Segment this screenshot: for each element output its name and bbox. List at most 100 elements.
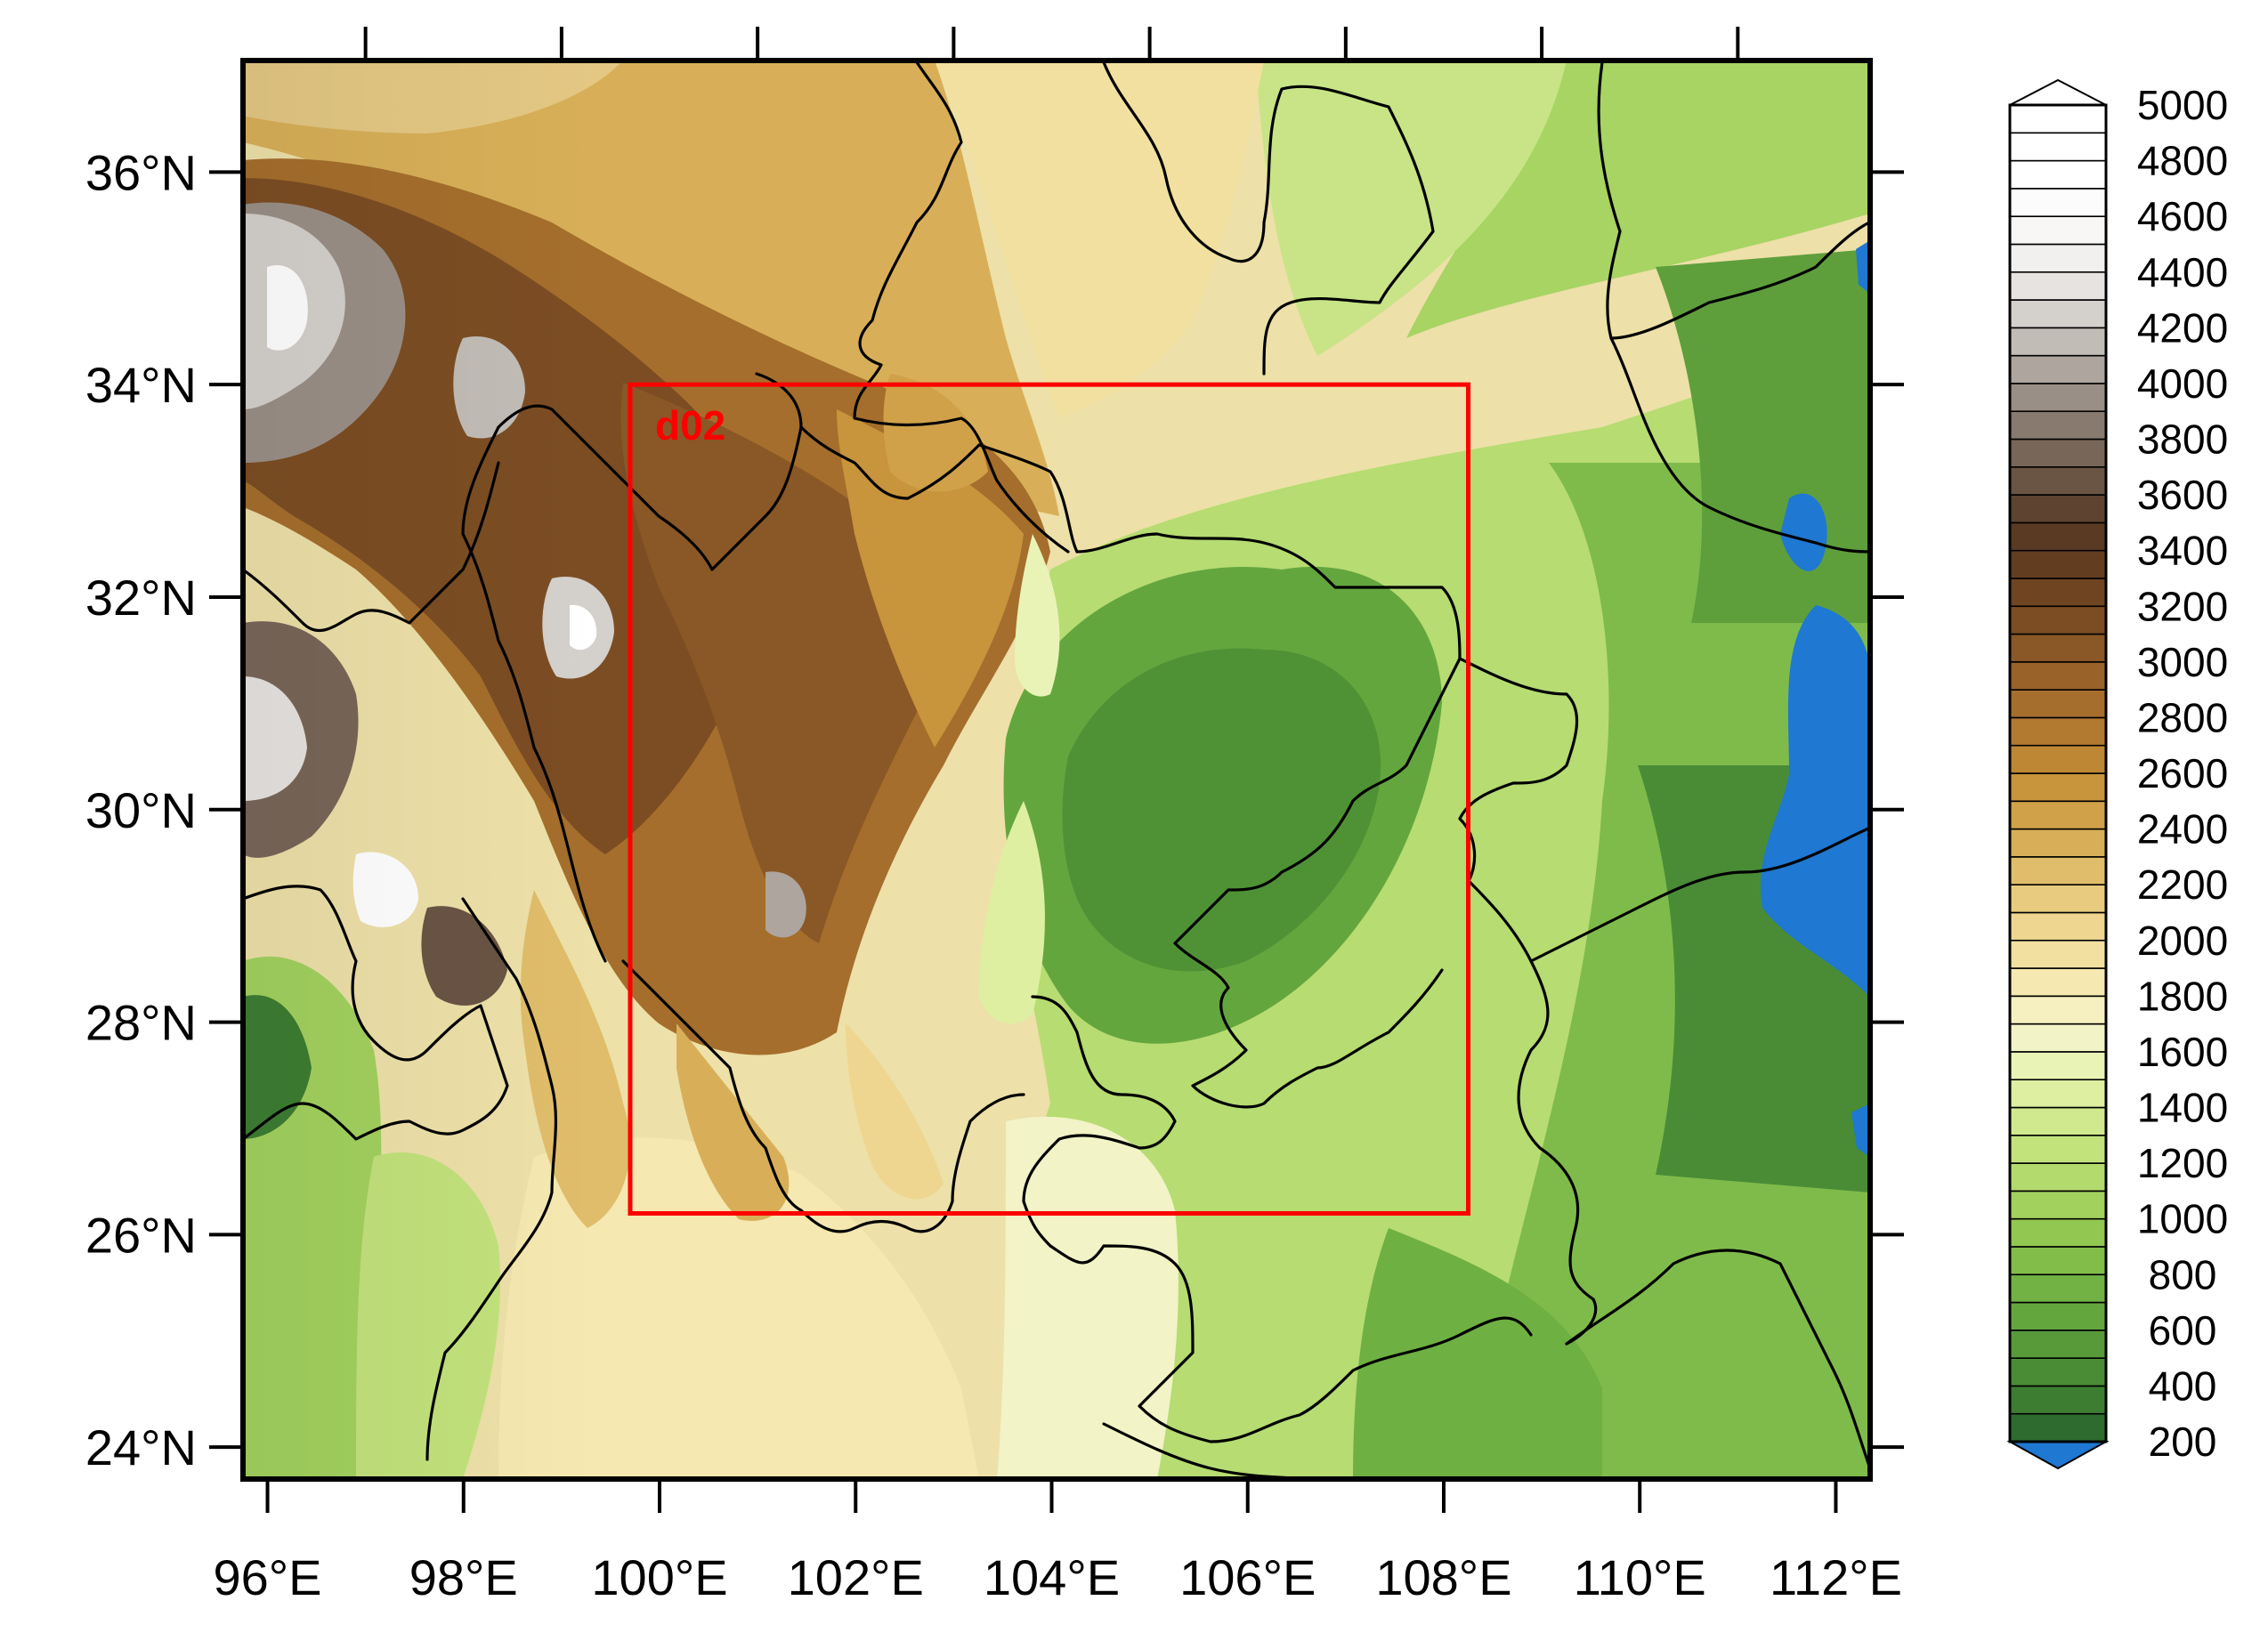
inner-domain-d02: d02 (628, 382, 1471, 1216)
latitude-tick-labels: 24°N 26°N 28°N 30°N 32°N 34°N 36°N (85, 144, 197, 1475)
colorbar-segment (2009, 772, 2107, 803)
lon-tick-label: 110°E (1574, 1549, 1706, 1605)
longitude-tick-labels: 96°E 98°E 100°E 102°E 104°E 106°E 108°E 110°E 11… (214, 1549, 1902, 1605)
boundary-qinghai-gansu (853, 61, 1070, 554)
colorbar-segment (2009, 521, 2107, 552)
boundary-west-myanmar (243, 885, 509, 1141)
boundary-xizang-yunnan (461, 425, 607, 963)
lon-tick-label: 108°E (1375, 1549, 1511, 1605)
lat-tick-label: 36°N (85, 144, 197, 200)
colorbar-segment (2009, 995, 2107, 1025)
colorbar-label: 600 (2149, 1307, 2217, 1354)
boundary-hubei-hunan (1517, 959, 1598, 1346)
colorbar-segment (2009, 354, 2107, 384)
boundary-east-henan (1597, 61, 1870, 340)
colorbar-label: 4200 (2137, 304, 2228, 351)
colorbar-label: 2400 (2137, 806, 2228, 853)
colorbar-label: 4000 (2137, 360, 2228, 407)
colorbar-segment (2009, 159, 2107, 190)
colorbar-segment (2009, 1134, 2107, 1164)
boundary-hunan-jiangxi (1529, 826, 1870, 963)
lat-tick-label: 34°N (85, 357, 197, 413)
colorbar-label: 4600 (2137, 193, 2228, 239)
axis-ticks (209, 27, 1904, 1513)
colorbar-segment (2009, 104, 2107, 134)
colorbar-above-triangle (2009, 78, 2107, 106)
colorbar-label: 1200 (2137, 1140, 2228, 1186)
colorbar-segment (2009, 1162, 2107, 1192)
colorbar-segment (2009, 1079, 2107, 1109)
lon-tick-label: 100°E (591, 1549, 727, 1605)
colorbar-segment (2009, 1217, 2107, 1248)
colorbar-segment (2009, 716, 2107, 747)
colorbar-segment (2009, 215, 2107, 246)
colorbar-label: 5000 (2137, 82, 2228, 128)
colorbar-segment (2009, 661, 2107, 691)
colorbar-label: 2800 (2137, 694, 2228, 740)
lon-tick-label: 98°E (409, 1549, 518, 1605)
boundary-sichuan-chongqing (1173, 657, 1462, 1109)
colorbar-label: 3000 (2137, 639, 2228, 685)
terrain-field (243, 61, 1870, 1479)
lon-tick-label: 96°E (214, 1549, 322, 1605)
colorbar-segment (2009, 1357, 2107, 1387)
colorbar-segment (2009, 605, 2107, 635)
boundary-qinghai-xizang (243, 461, 500, 633)
colorbar-segment (2009, 132, 2107, 162)
boundary-guizhou-south (1049, 1244, 1533, 1443)
colorbar-label: 3200 (2137, 583, 2228, 629)
colorbar-segment (2009, 633, 2107, 663)
colorbar-segment (2009, 494, 2107, 524)
colorbar-segment (2009, 1273, 2107, 1304)
colorbar-label: 2200 (2137, 861, 2228, 908)
colorbar-segment (2009, 800, 2107, 830)
colorbar-segment (2009, 438, 2107, 468)
colorbar-segment (2009, 410, 2107, 441)
colorbar-segment (2009, 465, 2107, 496)
lon-tick-label: 112°E (1770, 1549, 1902, 1605)
lon-tick-label: 102°E (788, 1549, 924, 1605)
colorbar-label: 800 (2149, 1251, 2217, 1297)
boundary-hubei-henan (1609, 336, 1870, 554)
boundary-sichuan-shaanxi (1075, 532, 1462, 660)
colorbar-label: 1600 (2137, 1029, 2228, 1075)
lat-tick-label: 32°N (85, 570, 197, 626)
inner-domain-label: d02 (655, 402, 725, 449)
colorbar-frame (2008, 103, 2108, 1443)
colorbar-segment (2009, 1412, 2107, 1443)
colorbar-below-triangle (2006, 1441, 2110, 1470)
inner-domain-box (628, 382, 1471, 1216)
colorbar-segment (2009, 689, 2107, 719)
colorbar-segment (2009, 1106, 2107, 1136)
boundary-yunnan-sichuan (621, 959, 1025, 1233)
colorbar-label: 200 (2149, 1419, 2217, 1465)
colorbar-label: 3800 (2137, 416, 2228, 463)
colorbar-segment (2009, 243, 2107, 273)
colorbar-label: 400 (2149, 1362, 2217, 1409)
colorbar-segment (2009, 939, 2107, 969)
colorbar-segment (2009, 1023, 2107, 1053)
colorbar-segment (2009, 383, 2107, 413)
colorbar-segment (2009, 884, 2107, 914)
colorbar-label: 1400 (2137, 1085, 2228, 1131)
colorbar-label: 3600 (2137, 472, 2228, 518)
colorbar-label: 4400 (2137, 249, 2228, 295)
colorbar-segment (2009, 1246, 2107, 1276)
map-frame (240, 58, 1873, 1482)
colorbar-label: 2000 (2137, 918, 2228, 964)
colorbar-segment (2009, 327, 2107, 357)
colorbar-segment (2009, 578, 2107, 608)
colorbar-tick-labels: 200 400 600 800 1000 1200 1400 1600 1800 2000 2200… (2137, 82, 2228, 1465)
colorbar-segment (2009, 271, 2107, 301)
colorbar-segment (2009, 744, 2107, 774)
colorbar-segment (2009, 299, 2107, 329)
colorbar-segment (2009, 1051, 2107, 1081)
colorbar-segment (2009, 967, 2107, 998)
boundary-hunan-guangxi (1565, 1249, 1870, 1470)
colorbar-label: 1800 (2137, 973, 2228, 1019)
colorbar-segment (2009, 856, 2107, 885)
colorbar-segment (2009, 1301, 2107, 1331)
lat-tick-label: 28°N (85, 995, 197, 1051)
colorbar-label: 4800 (2137, 138, 2228, 184)
